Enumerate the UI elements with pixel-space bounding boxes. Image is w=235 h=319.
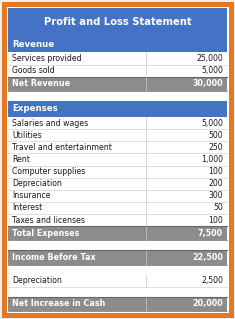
Text: 30,000: 30,000	[192, 79, 223, 88]
Bar	[8, 202, 227, 214]
Text: Travel and entertainment: Travel and entertainment	[12, 143, 112, 152]
Bar	[8, 64, 227, 77]
Bar	[8, 117, 227, 129]
Text: 1,000: 1,000	[201, 155, 223, 164]
Text: 500: 500	[208, 131, 223, 140]
Bar	[8, 101, 227, 117]
Text: Total Expenses: Total Expenses	[12, 229, 79, 238]
Text: Income Before Tax: Income Before Tax	[12, 253, 96, 262]
Text: 20,000: 20,000	[192, 300, 223, 308]
Text: Profit and Loss Statement: Profit and Loss Statement	[44, 17, 191, 27]
Text: Net Increase in Cash: Net Increase in Cash	[12, 300, 105, 308]
Bar	[8, 141, 227, 153]
Text: 100: 100	[208, 216, 223, 225]
Bar	[8, 264, 227, 275]
Bar	[8, 36, 227, 52]
Bar	[8, 214, 227, 226]
Bar	[8, 77, 227, 91]
Bar	[8, 129, 227, 141]
Text: Insurance: Insurance	[12, 191, 51, 200]
Bar	[8, 178, 227, 190]
Bar	[8, 240, 227, 250]
Bar	[8, 190, 227, 202]
Text: Salaries and wages: Salaries and wages	[12, 119, 88, 128]
Text: 7,500: 7,500	[198, 229, 223, 238]
Text: 100: 100	[208, 167, 223, 176]
Bar	[8, 153, 227, 166]
Text: 300: 300	[208, 191, 223, 200]
Text: 22,500: 22,500	[192, 253, 223, 262]
Text: Services provided: Services provided	[12, 54, 82, 63]
Text: 25,000: 25,000	[196, 54, 223, 63]
Text: 200: 200	[208, 179, 223, 188]
Text: Rent: Rent	[12, 155, 30, 164]
Bar	[8, 250, 227, 264]
Text: 5,000: 5,000	[201, 66, 223, 75]
Text: Interest: Interest	[12, 204, 42, 212]
Bar	[8, 91, 227, 101]
Bar	[8, 52, 227, 64]
Bar	[8, 166, 227, 178]
Text: Expenses: Expenses	[12, 105, 58, 114]
Text: Depreciation: Depreciation	[12, 179, 62, 188]
Text: Net Revenue: Net Revenue	[12, 79, 70, 88]
Text: Taxes and licenses: Taxes and licenses	[12, 216, 85, 225]
Text: 2,500: 2,500	[201, 276, 223, 285]
Bar	[8, 287, 227, 297]
Text: 50: 50	[213, 204, 223, 212]
Text: Revenue: Revenue	[12, 40, 54, 49]
Text: 5,000: 5,000	[201, 119, 223, 128]
Bar	[8, 297, 227, 311]
Text: Depreciation: Depreciation	[12, 276, 62, 285]
Text: Computer supplies: Computer supplies	[12, 167, 85, 176]
Bar	[8, 226, 227, 240]
Text: 250: 250	[208, 143, 223, 152]
Bar	[8, 8, 227, 36]
Text: Goods sold: Goods sold	[12, 66, 55, 75]
Bar	[8, 275, 227, 287]
Text: Utilities: Utilities	[12, 131, 42, 140]
